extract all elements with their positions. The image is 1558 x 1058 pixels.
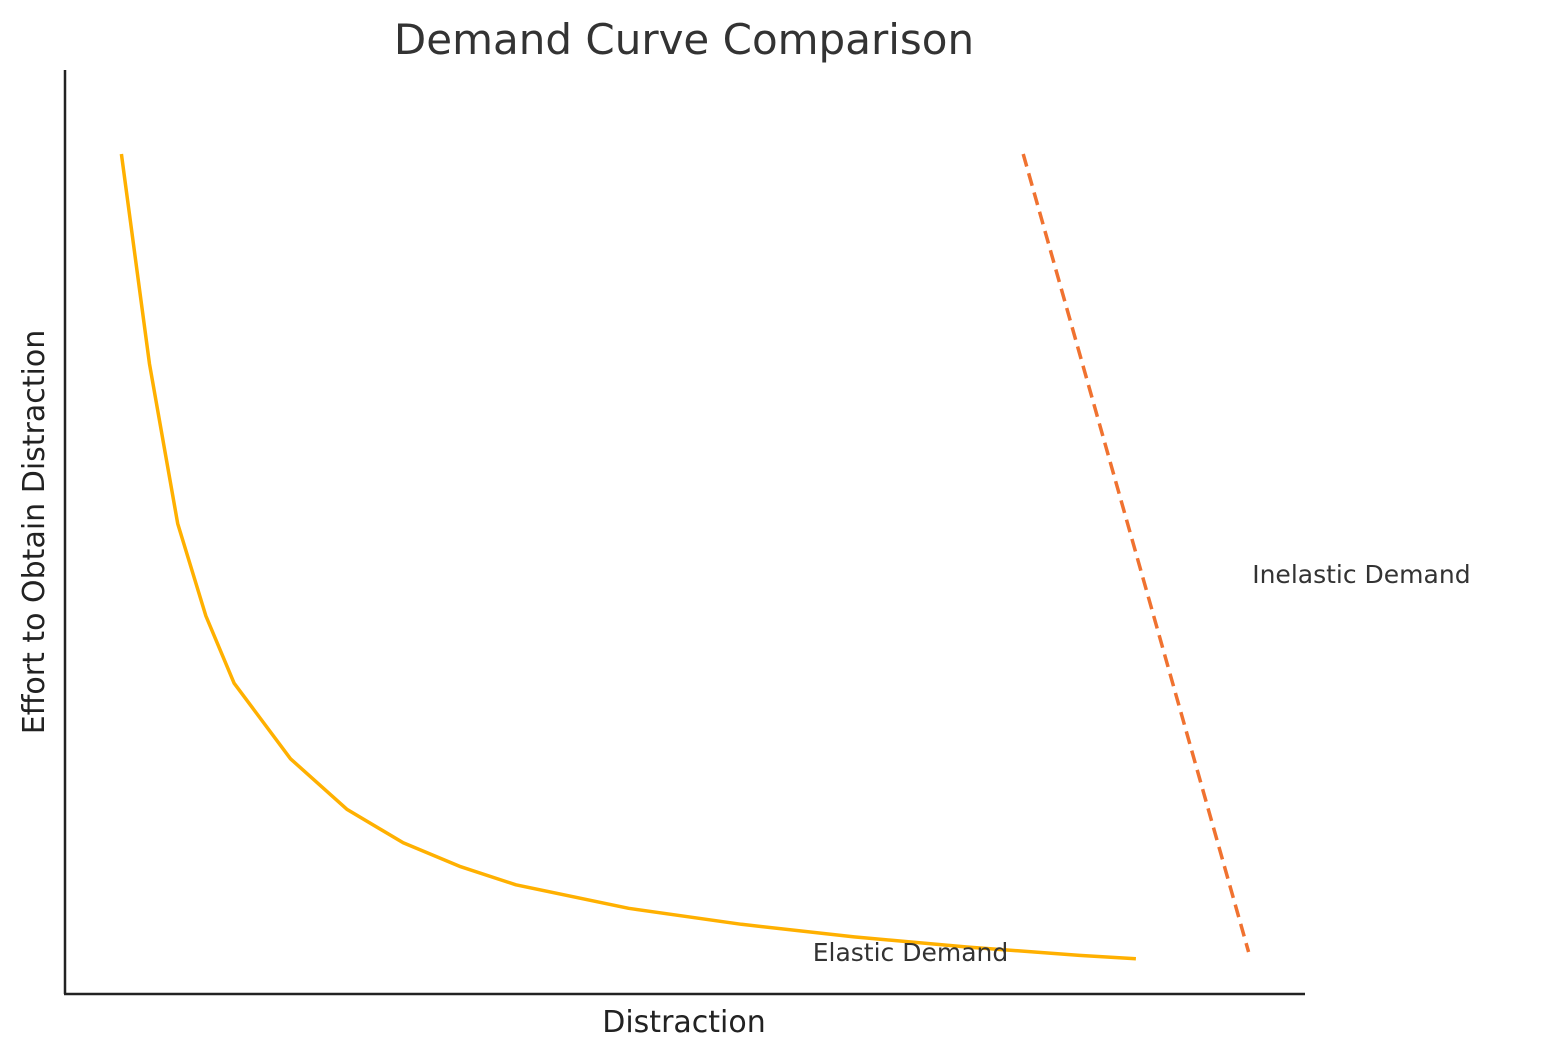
x-axis-label: Distraction bbox=[602, 1005, 766, 1040]
chart-title: Demand Curve Comparison bbox=[394, 15, 974, 64]
annotation-layer: Elastic Demand Inelastic Demand bbox=[813, 560, 1471, 967]
plot-area: Elastic Demand Inelastic Demand bbox=[63, 70, 1471, 996]
series-layer bbox=[119, 153, 1251, 961]
annotation-elastic-demand: Elastic Demand bbox=[813, 938, 1009, 967]
series-line-inelastic bbox=[1021, 153, 1251, 953]
series-line-elastic bbox=[119, 153, 1137, 961]
annotation-inelastic-demand: Inelastic Demand bbox=[1252, 560, 1470, 589]
y-axis-label: Effort to Obtain Distraction bbox=[17, 330, 52, 734]
